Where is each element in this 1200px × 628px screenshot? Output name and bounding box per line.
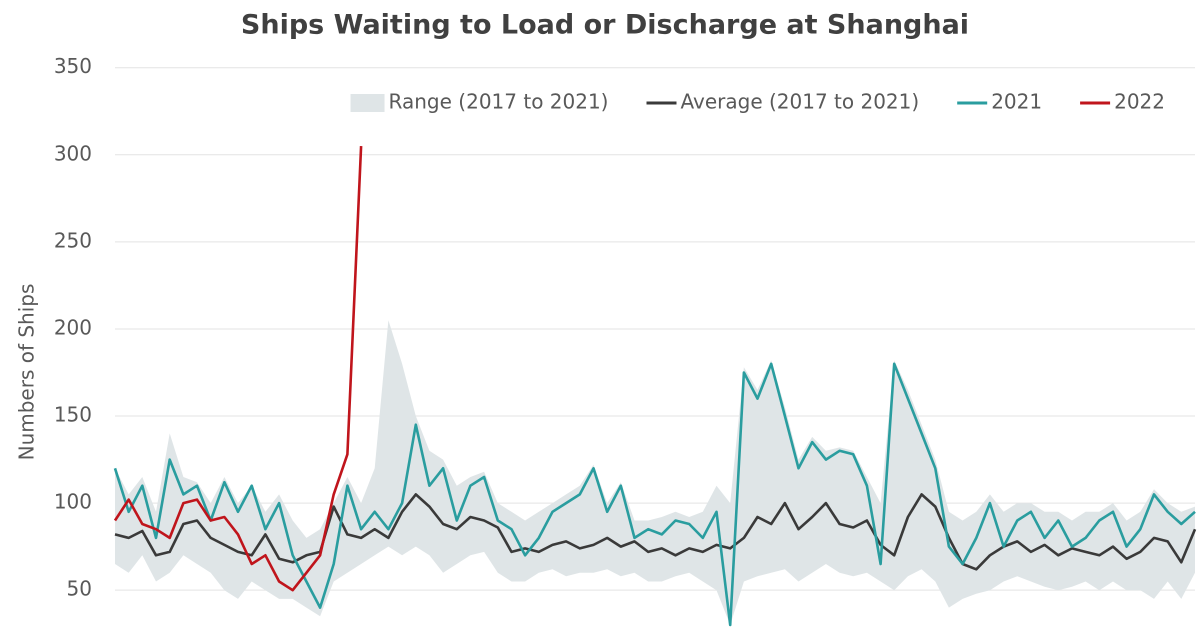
legend-label: Average (2017 to 2021) — [681, 90, 920, 114]
y-tick-label: 250 — [54, 228, 92, 252]
legend-label: Range (2017 to 2021) — [389, 90, 609, 114]
legend-swatch — [350, 94, 385, 112]
legend-label: 2022 — [1114, 90, 1165, 114]
y-tick-label: 200 — [54, 315, 92, 339]
y-tick-label: 350 — [54, 54, 92, 78]
range-area — [115, 320, 1195, 625]
series-line — [113, 146, 363, 592]
y-tick-label: 100 — [54, 490, 92, 514]
y-axis-label: Numbers of Ships — [15, 284, 39, 461]
chart-title: Ships Waiting to Load or Discharge at Sh… — [241, 10, 969, 41]
y-tick-label: 50 — [67, 577, 92, 601]
y-tick-label: 150 — [54, 403, 92, 427]
series-line — [113, 362, 1196, 627]
y-tick-label: 300 — [54, 141, 92, 165]
legend-label: 2021 — [991, 90, 1042, 114]
